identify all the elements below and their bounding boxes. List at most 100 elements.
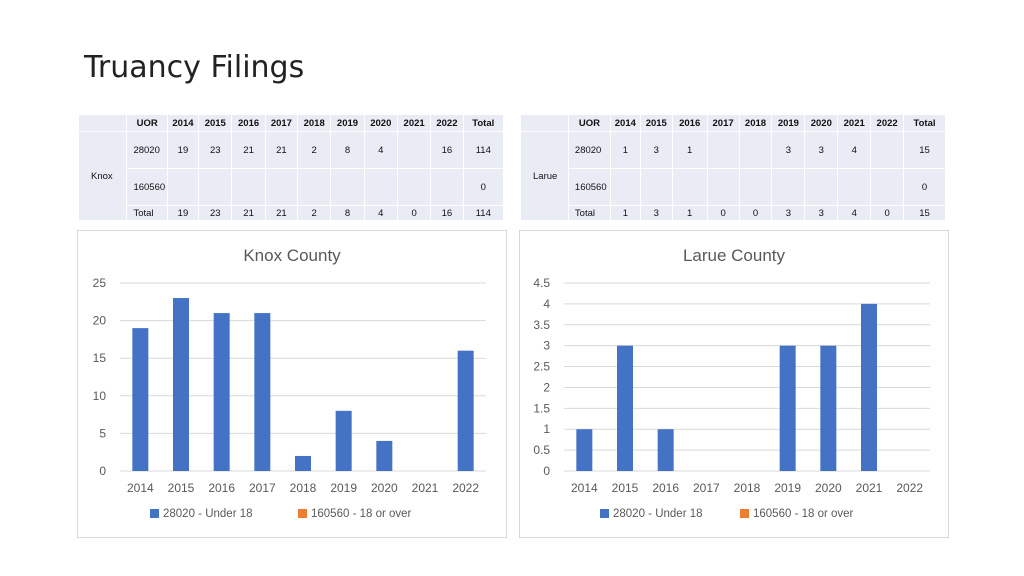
column-header: 2014 bbox=[166, 114, 200, 132]
column-header: 2021 bbox=[396, 114, 432, 132]
bar bbox=[335, 410, 352, 471]
table-cell: 3 bbox=[771, 205, 806, 221]
table-cell: 15 bbox=[903, 131, 946, 169]
column-header: 2019 bbox=[771, 114, 806, 132]
larue-county-chart-svg: Larue County 0 0.5 1 1.5 2 2.5 3 3.5 4 4.5 2014 2015… bbox=[533, 246, 930, 520]
x-tick-label: 2020 bbox=[815, 481, 842, 495]
table-cell: Total bbox=[567, 205, 611, 221]
x-tick-label: 2015 bbox=[168, 481, 195, 495]
table-cell: 3 bbox=[639, 131, 673, 169]
legend-label: 160560 - 18 or over bbox=[311, 508, 412, 520]
table-total-row: Total 19 23 21 21 2 8 4 0 16 114 bbox=[79, 205, 505, 221]
table-cell bbox=[639, 168, 673, 206]
table-row: Knox 28020 19 23 21 21 2 8 4 16 114 bbox=[77, 131, 505, 221]
bar bbox=[254, 313, 271, 471]
table-cell: 8 bbox=[330, 131, 365, 169]
x-tick-label: 2016 bbox=[208, 481, 235, 495]
table-cell: 28020 bbox=[126, 131, 168, 169]
table-cell: 4 bbox=[837, 131, 872, 169]
y-tick-label: 0 bbox=[543, 464, 550, 478]
y-tick-label: 4.5 bbox=[533, 276, 550, 290]
table-header-row: UOR 2014 2015 2016 2017 2018 2019 2020 2… bbox=[77, 114, 505, 132]
table-cell: 0 bbox=[462, 168, 505, 206]
column-header: 2020 bbox=[804, 114, 839, 132]
table-cell bbox=[330, 168, 365, 206]
column-header: 2015 bbox=[639, 114, 673, 132]
table-cell bbox=[430, 168, 464, 206]
table-cell: 0 bbox=[396, 205, 432, 221]
x-tick-label: 2018 bbox=[734, 481, 761, 495]
county-label: Larue bbox=[520, 131, 569, 221]
table-cell: 4 bbox=[363, 205, 398, 221]
table-cell: 19 bbox=[166, 131, 200, 169]
y-tick-label: 4 bbox=[543, 297, 550, 311]
column-header: 2022 bbox=[870, 114, 905, 132]
bar bbox=[617, 345, 633, 471]
column-header: 2019 bbox=[330, 114, 365, 132]
legend-swatch bbox=[298, 509, 307, 518]
page-title: Truancy Filings bbox=[84, 50, 305, 85]
table-cell: 160560 bbox=[126, 168, 168, 206]
bar bbox=[576, 429, 593, 471]
county-header-cell bbox=[77, 114, 128, 132]
table-cell bbox=[166, 168, 200, 206]
table-cell: 16 bbox=[430, 205, 464, 221]
table-cell: 16 bbox=[430, 131, 464, 169]
column-header: Total bbox=[462, 114, 505, 132]
y-tick-label: 2 bbox=[543, 380, 550, 394]
x-tick-label: 2014 bbox=[127, 481, 154, 495]
larue-county-chart: Larue County 0 0.5 1 1.5 2 2.5 3 3.5 4 4.5 2014 2015… bbox=[519, 230, 949, 538]
table-cell: 1 bbox=[671, 205, 708, 221]
table-cell bbox=[738, 131, 773, 169]
table-cell bbox=[264, 168, 299, 206]
legend-label: 160560 - 18 or over bbox=[753, 508, 854, 520]
table-row: 160560 0 bbox=[79, 168, 505, 206]
x-tick-label: 2021 bbox=[856, 481, 883, 495]
knox-county-chart-svg: Knox County 0 5 10 15 20 25 2014 2015 2016 2017 201… bbox=[93, 246, 486, 520]
table-total-row: Total 1 3 1 0 0 3 3 4 0 15 bbox=[521, 205, 946, 221]
table-cell: 4 bbox=[363, 131, 398, 169]
chart-title: Larue County bbox=[683, 246, 786, 265]
column-header: 2016 bbox=[231, 114, 266, 132]
legend-swatch bbox=[600, 509, 609, 518]
table-cell: 114 bbox=[462, 205, 505, 221]
table-cell bbox=[297, 168, 332, 206]
y-tick-label: 20 bbox=[93, 314, 107, 328]
table-cell bbox=[804, 168, 839, 206]
table-cell bbox=[363, 168, 398, 206]
column-header: UOR bbox=[567, 114, 611, 132]
y-tick-label: 3 bbox=[543, 339, 550, 353]
table-cell: 23 bbox=[198, 205, 233, 221]
table-cell: 2 bbox=[297, 205, 332, 221]
table-cell: 28020 bbox=[567, 131, 611, 169]
bar bbox=[376, 440, 393, 471]
bar bbox=[173, 298, 189, 471]
column-header: 2022 bbox=[430, 114, 464, 132]
table-cell: 8 bbox=[330, 205, 365, 221]
table-cell: 1 bbox=[671, 131, 708, 169]
bar bbox=[213, 313, 230, 471]
bar bbox=[779, 345, 796, 471]
x-tick-label: 2015 bbox=[612, 481, 639, 495]
table-cell: 0 bbox=[738, 205, 773, 221]
column-header: 2018 bbox=[297, 114, 332, 132]
table-cell: 0 bbox=[903, 168, 946, 206]
table-cell: 4 bbox=[837, 205, 872, 221]
y-tick-label: 1 bbox=[543, 422, 550, 436]
y-tick-label: 0 bbox=[99, 464, 106, 478]
table-cell: 3 bbox=[771, 131, 806, 169]
x-tick-label: 2018 bbox=[290, 481, 317, 495]
county-label: Knox bbox=[77, 131, 128, 221]
table-cell: 2 bbox=[297, 131, 332, 169]
table-cell bbox=[706, 131, 740, 169]
x-tick-label: 2020 bbox=[371, 481, 398, 495]
column-header: 2021 bbox=[837, 114, 872, 132]
table-cell bbox=[198, 168, 233, 206]
column-header: 2016 bbox=[671, 114, 708, 132]
table-cell: 21 bbox=[231, 131, 266, 169]
table-cell bbox=[870, 168, 905, 206]
legend-label: 28020 - Under 18 bbox=[163, 508, 253, 520]
y-tick-label: 1.5 bbox=[533, 401, 550, 415]
table-cell bbox=[231, 168, 266, 206]
table-cell: 1 bbox=[609, 131, 641, 169]
